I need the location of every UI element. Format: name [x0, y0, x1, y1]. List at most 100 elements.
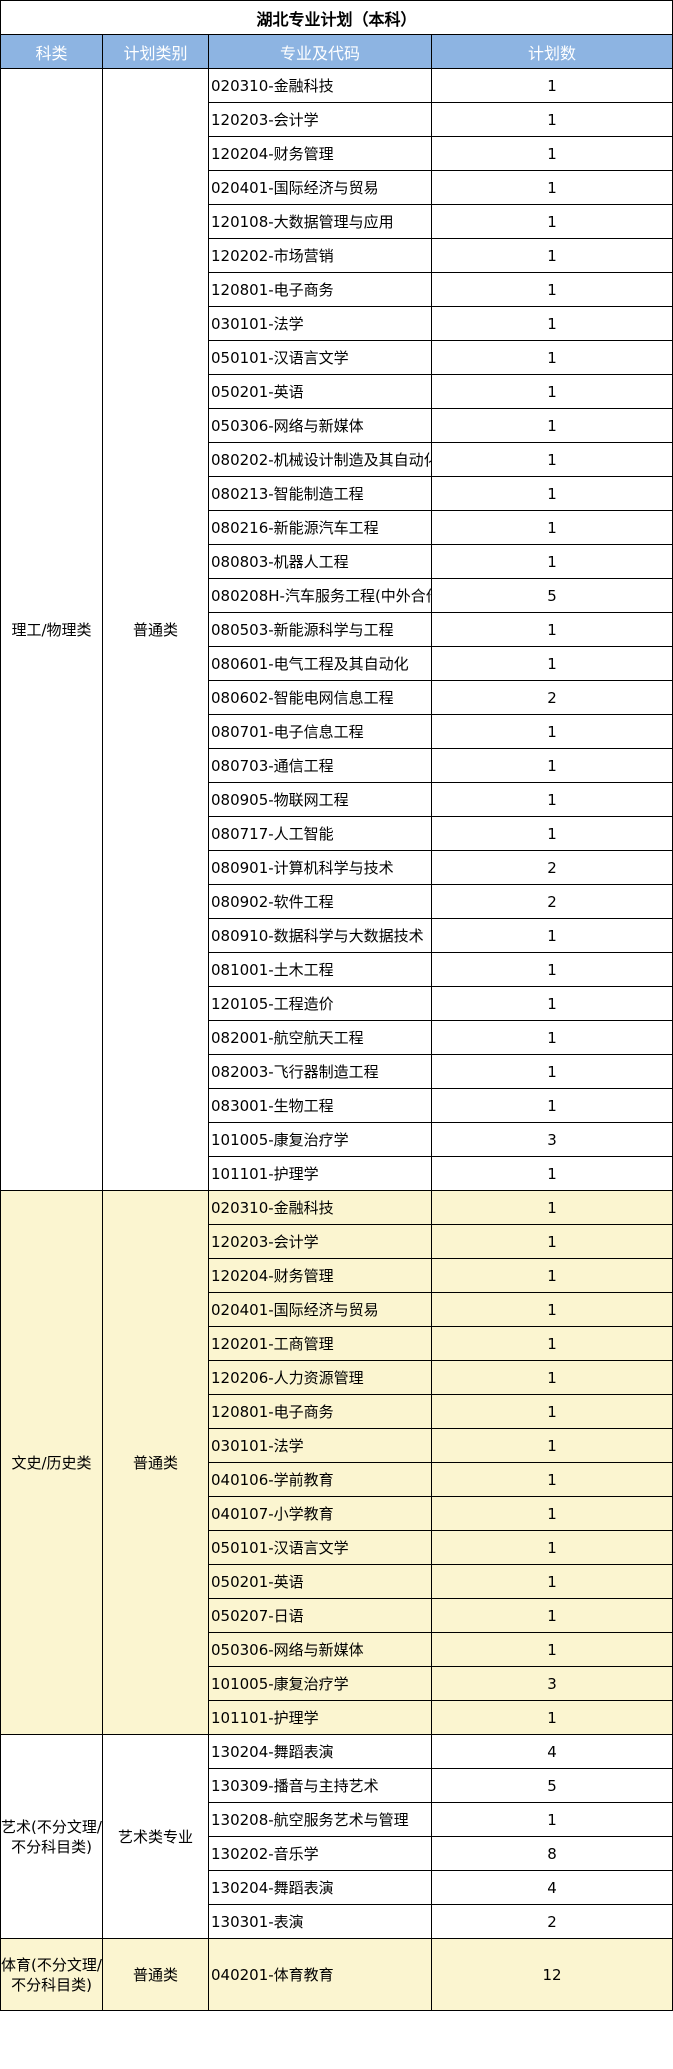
table-row: 理工/物理类 普通类 020310-金融科技 1 — [0, 68, 673, 1191]
table-row: 080803-机器人工程 1 — [1, 544, 673, 579]
table-row: 101005-康复治疗学 3 — [1, 1666, 673, 1701]
count-cell: 1 — [430, 204, 673, 239]
major-cell: 101005-康复治疗学 — [208, 1666, 432, 1701]
count-cell: 1 — [430, 1292, 673, 1327]
count-cell: 1 — [430, 306, 673, 341]
header-row: 科类 计划类别 专业及代码 计划数 — [0, 34, 673, 69]
count-cell: 4 — [430, 1734, 673, 1769]
table-row: 080717-人工智能 1 — [1, 816, 673, 851]
major-cell: 080703-通信工程 — [208, 748, 432, 783]
count-cell: 1 — [430, 170, 673, 205]
table-row: 120202-市场营销 1 — [1, 238, 673, 273]
count-cell: 1 — [430, 1530, 673, 1565]
table-row: 120105-工程造价 1 — [1, 986, 673, 1021]
table-row: 130301-表演 2 — [1, 1904, 673, 1939]
major-cell: 080902-软件工程 — [208, 884, 432, 919]
table-row: 030101-法学 1 — [1, 1428, 673, 1463]
major-cell: 030101-法学 — [208, 306, 432, 341]
table-row: 080208H-汽车服务工程(中外合作办学5 — [1, 578, 673, 613]
table-row: 101005-康复治疗学 3 — [1, 1122, 673, 1157]
major-cell: 050201-英语 — [208, 374, 432, 409]
table-row: 130309-播音与主持艺术 5 — [1, 1768, 673, 1803]
table-title: 湖北专业计划（本科） — [0, 0, 673, 35]
count-cell: 1 — [430, 918, 673, 953]
count-cell: 1 — [430, 1054, 673, 1089]
major-cell: 101101-护理学 — [208, 1700, 432, 1735]
count-cell: 1 — [430, 340, 673, 375]
count-cell: 2 — [430, 1904, 673, 1939]
major-cell: 050207-日语 — [208, 1598, 432, 1633]
table-row: 020401-国际经济与贸易 1 — [1, 170, 673, 205]
count-cell: 1 — [430, 1802, 673, 1837]
major-cell: 050306-网络与新媒体 — [208, 408, 432, 443]
major-cell: 040107-小学教育 — [208, 1496, 432, 1531]
table-row: 130208-航空服务艺术与管理 1 — [1, 1802, 673, 1837]
table-row: 080602-智能电网信息工程 2 — [1, 680, 673, 715]
major-cell: 040201-体育教育 — [208, 1938, 432, 2011]
plan-table: 湖北专业计划（本科） 科类 计划类别 专业及代码 计划数 理工/物理类 普通类 02… — [0, 0, 673, 2011]
major-cell: 120204-财务管理 — [208, 1258, 432, 1293]
count-cell: 1 — [430, 544, 673, 579]
major-cell: 083001-生物工程 — [208, 1088, 432, 1123]
count-cell: 1 — [430, 442, 673, 477]
count-cell: 1 — [430, 816, 673, 851]
table-row: 080216-新能源汽车工程 1 — [1, 510, 673, 545]
major-cell: 080910-数据科学与大数据技术 — [208, 918, 432, 953]
major-cell: 080901-计算机科学与技术 — [208, 850, 432, 885]
major-cell: 080701-电子信息工程 — [208, 714, 432, 749]
count-cell: 12 — [430, 1938, 673, 2011]
count-cell: 1 — [430, 782, 673, 817]
count-cell: 8 — [430, 1836, 673, 1871]
table-row: 艺术(不分文理/不分科目类) 艺术类专业 130204-舞蹈表演 4 — [0, 1734, 673, 1939]
count-cell: 1 — [430, 1598, 673, 1633]
major-cell: 020310-金融科技 — [208, 1190, 432, 1225]
major-cell: 081001-土木工程 — [208, 952, 432, 987]
count-cell: 1 — [430, 68, 673, 103]
count-cell: 1 — [430, 1088, 673, 1123]
major-cell: 080602-智能电网信息工程 — [208, 680, 432, 715]
major-cell: 130204-舞蹈表演 — [208, 1870, 432, 1905]
table-row: 080703-通信工程 1 — [1, 748, 673, 783]
count-cell: 1 — [430, 952, 673, 987]
header-plan-type: 计划类别 — [102, 34, 209, 69]
plan-type-cell: 普通类 — [102, 1190, 209, 1735]
major-cell: 120201-工商管理 — [208, 1326, 432, 1361]
count-cell: 1 — [430, 1700, 673, 1735]
major-cell: 101005-康复治疗学 — [208, 1122, 432, 1157]
count-cell: 5 — [430, 578, 673, 613]
major-cell: 120203-会计学 — [208, 102, 432, 137]
major-cell: 030101-法学 — [208, 1428, 432, 1463]
count-cell: 1 — [430, 476, 673, 511]
header-major: 专业及代码 — [208, 34, 432, 69]
header-category: 科类 — [0, 34, 103, 69]
table-row: 083001-生物工程 1 — [1, 1088, 673, 1123]
plan-type-cell: 普通类 — [102, 1938, 209, 2011]
table-row: 050101-汉语言文学 1 — [1, 1530, 673, 1565]
count-cell: 1 — [430, 1020, 673, 1055]
major-cell: 040106-学前教育 — [208, 1462, 432, 1497]
count-cell: 1 — [430, 102, 673, 137]
table-row: 050207-日语 1 — [1, 1598, 673, 1633]
count-cell: 1 — [430, 510, 673, 545]
count-cell: 1 — [430, 646, 673, 681]
major-cell: 130301-表演 — [208, 1904, 432, 1939]
major-cell: 020401-国际经济与贸易 — [208, 1292, 432, 1327]
major-cell: 080216-新能源汽车工程 — [208, 510, 432, 545]
major-cell: 080905-物联网工程 — [208, 782, 432, 817]
table-row: 080202-机械设计制造及其自动化 1 — [1, 442, 673, 477]
category-cell: 艺术(不分文理/不分科目类) — [0, 1734, 103, 1939]
count-cell: 2 — [430, 680, 673, 715]
table-row: 050201-英语 1 — [1, 374, 673, 409]
count-cell: 3 — [430, 1666, 673, 1701]
table-row: 050306-网络与新媒体 1 — [1, 408, 673, 443]
major-cell: 020310-金融科技 — [208, 68, 432, 103]
category-cell: 文史/历史类 — [0, 1190, 103, 1735]
major-cell: 080717-人工智能 — [208, 816, 432, 851]
table-row: 080905-物联网工程 1 — [1, 782, 673, 817]
count-cell: 1 — [430, 1394, 673, 1429]
major-cell: 050306-网络与新媒体 — [208, 1632, 432, 1667]
major-cell: 080208H-汽车服务工程(中外合作办学 — [208, 578, 432, 613]
count-cell: 1 — [430, 714, 673, 749]
count-cell: 1 — [430, 748, 673, 783]
major-cell: 080803-机器人工程 — [208, 544, 432, 579]
